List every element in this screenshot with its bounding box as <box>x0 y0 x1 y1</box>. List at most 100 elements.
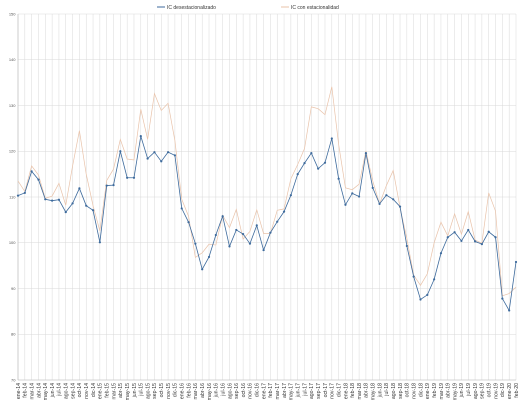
x-tick-label: jun-15 <box>132 383 138 399</box>
x-tick-label: ago-19 <box>473 383 479 399</box>
x-tick-label: oct-18 <box>405 383 411 398</box>
x-tick-label: may-17 <box>289 383 295 400</box>
data-point <box>207 255 211 259</box>
x-tick-label: abr-19 <box>446 383 452 398</box>
x-tick-label: mar-18 <box>357 383 363 400</box>
data-point <box>146 157 149 160</box>
data-point <box>228 245 231 248</box>
data-point <box>385 194 388 197</box>
data-point <box>262 248 265 252</box>
x-tick-label: ene-20 <box>507 383 513 399</box>
x-tick-label: abr-17 <box>282 383 288 398</box>
chart-series <box>16 86 518 312</box>
data-point <box>337 177 340 180</box>
x-tick-label: mar-17 <box>275 383 281 400</box>
x-tick-label: abr-15 <box>118 383 124 398</box>
data-point <box>282 210 286 213</box>
data-point <box>85 204 88 207</box>
x-tick-label: jul-15 <box>139 383 145 397</box>
x-tick-label: jun-17 <box>295 383 301 399</box>
x-tick-label: oct-14 <box>77 383 83 398</box>
x-tick-label: may-19 <box>452 383 458 400</box>
x-tick-label: may-16 <box>207 383 213 400</box>
data-point <box>501 297 504 300</box>
y-axis-ticks: 70 80 90 100 110 120 130 140 150 <box>9 11 16 382</box>
x-tick-label: jun-16 <box>214 383 220 399</box>
x-tick-label: nov-14 <box>84 383 90 399</box>
legend-label-ic-desestacionalizado: IC desestacionalizado <box>167 5 216 11</box>
data-point <box>139 135 142 138</box>
x-tick-label: jun-19 <box>459 383 465 399</box>
x-tick-label: jul-14 <box>57 383 63 397</box>
data-point <box>289 194 292 197</box>
data-point <box>439 252 443 255</box>
data-point <box>473 240 477 243</box>
data-point <box>419 298 422 301</box>
legend-label-ic-con-estacionalidad: IC con estacionalidad <box>291 5 339 11</box>
data-point <box>398 205 402 208</box>
x-tick-label: dic-16 <box>255 383 261 397</box>
data-point <box>296 173 299 176</box>
x-tick-label: may-18 <box>371 383 377 400</box>
x-tick-label: jul-19 <box>466 383 472 397</box>
x-tick-label: nov-15 <box>166 383 172 399</box>
data-point <box>173 154 177 157</box>
x-tick-label: sep-19 <box>480 383 486 399</box>
data-point <box>78 187 81 190</box>
x-tick-label: oct-17 <box>323 383 329 398</box>
data-point <box>405 244 408 248</box>
data-point <box>44 198 47 201</box>
x-tick-label: mar-16 <box>193 383 199 400</box>
data-point <box>364 151 368 155</box>
y-tick-label: 130 <box>9 103 16 108</box>
data-point <box>180 207 183 210</box>
data-point <box>310 151 313 155</box>
data-point <box>214 233 217 237</box>
y-tick-label: 100 <box>9 240 16 245</box>
x-tick-label: abr-14 <box>36 383 42 398</box>
x-tick-label: nov-18 <box>411 383 417 399</box>
data-point <box>378 202 381 205</box>
data-point <box>269 231 272 234</box>
data-point <box>303 162 306 165</box>
y-tick-label: 70 <box>11 377 16 382</box>
chart-grid <box>17 13 517 381</box>
x-tick-label: ene-17 <box>261 383 267 399</box>
x-tick-label: ene-18 <box>343 383 349 399</box>
x-tick-label: jul-17 <box>302 383 308 397</box>
x-tick-label: nov-17 <box>330 383 336 399</box>
data-point <box>235 228 238 232</box>
x-tick-label: feb-14 <box>23 383 29 398</box>
data-point <box>487 230 490 233</box>
data-point <box>64 210 67 214</box>
x-tick-label: may-14 <box>43 383 49 400</box>
x-tick-label: ene-15 <box>98 383 104 399</box>
data-point <box>98 241 101 244</box>
data-point <box>201 268 204 271</box>
x-tick-label: ago-16 <box>227 383 233 399</box>
data-point <box>105 184 108 187</box>
series-line-ic-desestacionalizado <box>17 136 517 312</box>
series-line-ic-con-estacionalidad <box>17 86 517 297</box>
x-tick-label: may-15 <box>125 383 131 400</box>
x-tick-label: jun-14 <box>50 383 56 399</box>
data-point <box>276 220 279 223</box>
x-tick-label: ago-15 <box>145 383 151 399</box>
y-tick-label: 110 <box>9 194 16 199</box>
data-point <box>344 203 347 206</box>
data-point <box>126 176 129 179</box>
data-point <box>91 209 95 212</box>
x-tick-label: dic-17 <box>336 383 342 397</box>
data-point <box>51 199 54 202</box>
x-tick-label: dic-19 <box>500 383 506 397</box>
y-tick-label: 140 <box>9 57 16 62</box>
x-tick-label: ene-19 <box>425 383 431 399</box>
data-point <box>132 176 136 179</box>
x-tick-label: ene-14 <box>16 383 22 399</box>
x-tick-label: ene-16 <box>180 383 186 399</box>
data-point <box>37 178 40 181</box>
data-point <box>412 275 415 278</box>
x-tick-label: oct-19 <box>487 383 493 398</box>
data-point <box>514 260 518 264</box>
data-point <box>433 278 436 281</box>
